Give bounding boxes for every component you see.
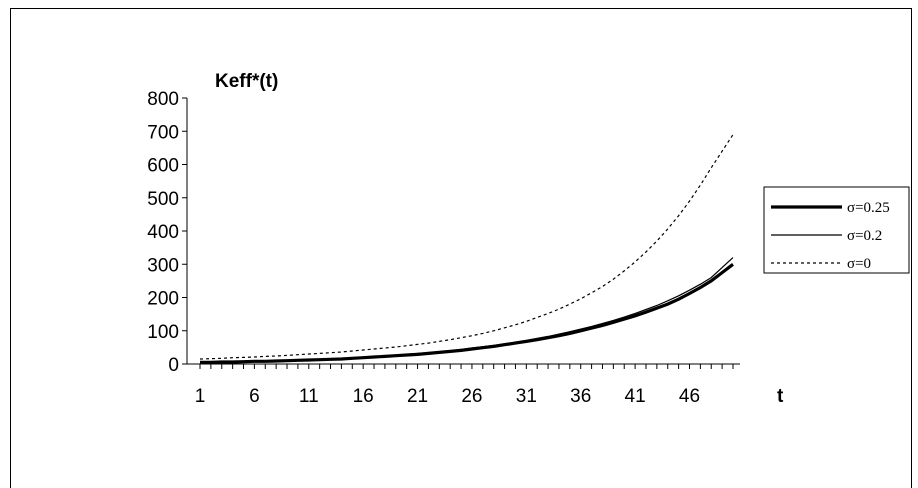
legend: σ=0.25 σ=0.2 σ=0 [763, 186, 910, 274]
y-tick-label: 500 [147, 189, 179, 210]
x-tick-label: 6 [249, 386, 260, 407]
y-tick-label: 300 [147, 255, 179, 276]
y-tick-label: 700 [147, 122, 179, 143]
x-tick-label: 21 [407, 386, 428, 407]
y-tick-label: 400 [147, 222, 179, 243]
x-tick-label: 11 [299, 386, 319, 407]
legend-label: σ=0.25 [847, 200, 890, 216]
x-tick-label: 31 [516, 386, 537, 407]
series-line [199, 134, 734, 360]
series-line [200, 263, 734, 364]
x-axis-label: t [777, 386, 784, 407]
y-tick-label: 800 [147, 89, 179, 110]
x-tick-label: 41 [625, 386, 646, 407]
x-tick-label: 1 [195, 386, 206, 407]
y-axis-label: Keff*(t) [215, 71, 278, 92]
chart-frame [10, 8, 912, 488]
y-tick-label: 0 [168, 355, 179, 376]
y-tick-label: 200 [147, 289, 179, 310]
y-tick-label: 100 [147, 322, 179, 343]
x-tick-label: 36 [570, 386, 591, 407]
legend-label: σ=0 [847, 256, 871, 272]
y-tick-label: 600 [147, 156, 179, 177]
x-tick-label: 46 [679, 386, 700, 407]
legend-box [763, 186, 910, 274]
series-line [200, 257, 734, 363]
legend-label: σ=0.2 [847, 228, 882, 244]
series-layer [199, 134, 734, 364]
x-tick-label: 16 [353, 386, 374, 407]
x-tick-label: 26 [461, 386, 482, 407]
